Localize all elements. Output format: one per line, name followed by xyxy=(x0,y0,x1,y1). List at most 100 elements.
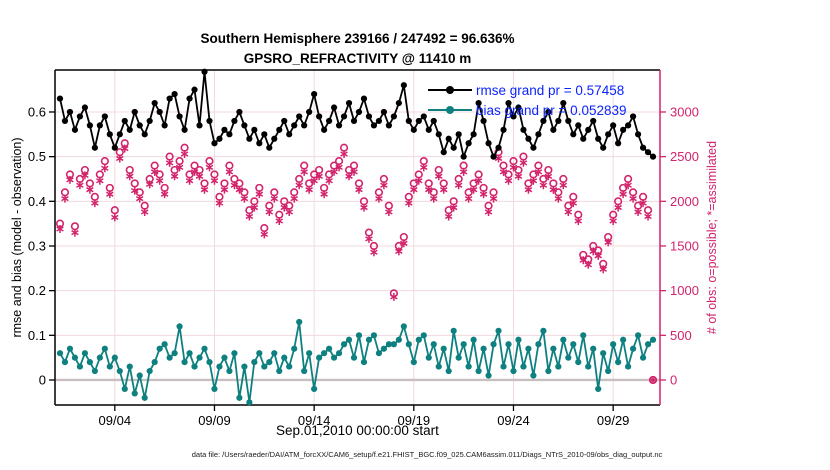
assimilated-obs-marker xyxy=(554,194,563,203)
rmse-point xyxy=(634,131,642,138)
bias-point xyxy=(325,345,333,352)
rmse-point xyxy=(91,144,98,151)
bias-point xyxy=(639,354,647,361)
assimilated-obs-marker xyxy=(624,181,632,190)
assimilated-obs-marker xyxy=(245,212,254,221)
rmse-point xyxy=(156,108,163,116)
bias-point xyxy=(455,354,462,361)
assimilated-obs-marker xyxy=(116,154,124,163)
bias-point xyxy=(196,354,203,361)
assimilated-obs-marker xyxy=(469,185,478,194)
rmse-point xyxy=(121,117,128,125)
bias-point xyxy=(241,363,248,370)
rmse-point xyxy=(495,144,502,151)
rmse-line-sample xyxy=(428,80,472,100)
rmse-point xyxy=(321,126,328,133)
assimilated-obs-marker xyxy=(96,176,104,185)
bias-point xyxy=(286,363,293,370)
assimilated-obs-marker xyxy=(101,164,109,173)
bias-point xyxy=(390,341,397,348)
assimilated-obs-marker xyxy=(300,167,308,176)
bias-point xyxy=(81,350,89,357)
assimilated-obs-marker xyxy=(155,176,164,185)
bias-point xyxy=(425,354,432,361)
bias-point xyxy=(306,350,313,357)
rmse-point xyxy=(330,104,338,111)
rmse-point xyxy=(425,126,432,133)
assimilated-obs-marker xyxy=(599,265,607,274)
rmse-point xyxy=(246,135,253,142)
assimilated-obs-marker xyxy=(170,172,179,181)
rmse-point xyxy=(181,126,188,133)
assimilated-obs-marker xyxy=(424,185,433,194)
rmse-point xyxy=(550,126,557,133)
bias-point xyxy=(121,385,128,393)
y-tick-label-right: 1500 xyxy=(670,238,699,253)
rmse-point xyxy=(191,86,198,93)
bias-point xyxy=(410,359,417,366)
bias-point xyxy=(380,345,388,352)
assimilated-obs-marker xyxy=(135,194,144,203)
bias-point xyxy=(301,367,308,375)
bias-point xyxy=(405,341,412,348)
assimilated-obs-marker xyxy=(644,212,652,221)
rmse-point xyxy=(131,108,138,116)
bias-point xyxy=(500,363,507,370)
y-tick-label-left: 0 xyxy=(39,372,46,387)
y-tick-label-right: 500 xyxy=(670,328,692,343)
rmse-point xyxy=(500,126,507,133)
bias-point xyxy=(161,341,168,348)
bias-point xyxy=(550,345,557,352)
assimilated-obs-marker xyxy=(160,190,169,199)
bias-point xyxy=(251,359,258,366)
assimilated-obs-marker xyxy=(205,163,214,172)
assimilated-obs-marker xyxy=(539,181,548,190)
assimilated-obs-marker xyxy=(111,213,119,222)
bias-point xyxy=(330,354,338,361)
y-tick-label-left: 0.5 xyxy=(28,149,46,164)
bias-point xyxy=(96,354,103,361)
rmse-point xyxy=(161,122,168,129)
bias-point xyxy=(281,354,288,361)
assimilated-obs-marker xyxy=(504,176,513,185)
x-tick-label: 09/29 xyxy=(597,413,630,428)
bias-point xyxy=(116,367,123,375)
assimilated-obs-marker xyxy=(564,208,573,217)
rmse-point xyxy=(56,95,64,102)
assimilated-obs-marker xyxy=(529,176,538,185)
assimilated-obs-marker xyxy=(459,167,468,176)
assimilated-obs-marker xyxy=(514,172,523,181)
assimilated-obs-marker xyxy=(330,167,338,176)
assimilated-obs-marker xyxy=(429,194,438,203)
bias-point xyxy=(450,327,457,334)
assimilated-obs-marker xyxy=(265,208,274,217)
assimilated-obs-marker xyxy=(439,185,448,194)
bias-point xyxy=(236,394,243,401)
assimilated-obs-marker xyxy=(484,208,493,217)
assimilated-obs-marker xyxy=(195,172,204,181)
assimilated-obs-marker xyxy=(250,203,259,212)
bias-point xyxy=(375,350,383,357)
assimilated-obs-marker xyxy=(340,149,348,158)
assimilated-obs-marker xyxy=(120,144,129,153)
rmse-point xyxy=(405,117,412,125)
y-tick-label-left: 0.6 xyxy=(28,104,46,119)
rmse-point xyxy=(590,117,597,125)
bias-point xyxy=(440,345,447,352)
rmse-point xyxy=(311,91,318,98)
bias-point xyxy=(335,350,343,357)
rmse-point xyxy=(81,104,89,111)
bias-point xyxy=(535,341,542,348)
assimilated-obs-marker xyxy=(255,190,264,199)
rmse-point xyxy=(111,144,118,151)
x-tick-label: 09/14 xyxy=(298,413,331,428)
x-axis-label: Sep.01,2010 00:00:00 start xyxy=(276,423,439,438)
bias-line-sample xyxy=(428,100,472,120)
assimilated-obs-marker xyxy=(86,185,94,194)
rmse-point xyxy=(296,113,303,120)
assimilated-obs-marker xyxy=(365,234,373,243)
bias-point xyxy=(490,341,497,348)
bias-point xyxy=(395,336,402,343)
rmse-point xyxy=(276,126,283,133)
